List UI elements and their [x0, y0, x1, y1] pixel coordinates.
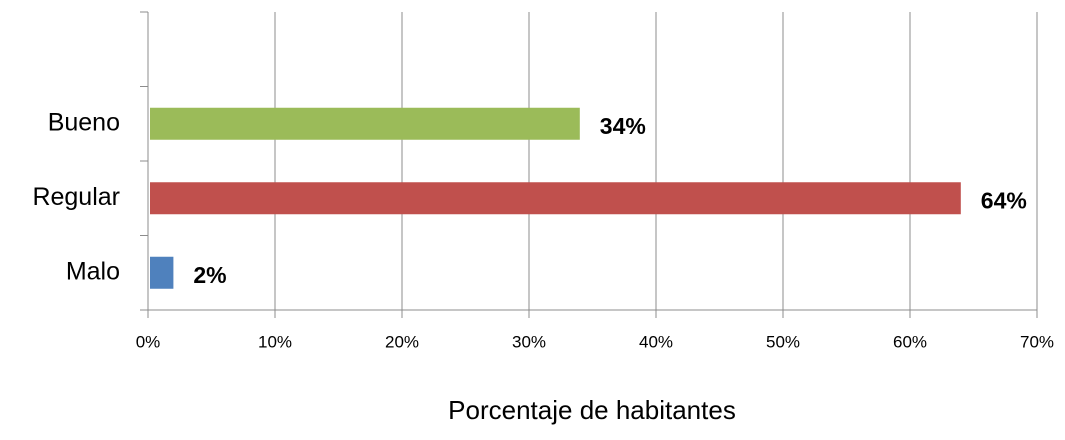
- x-tick-label: 70%: [1020, 332, 1054, 351]
- bar: [150, 107, 580, 140]
- data-label: 2%: [193, 262, 226, 288]
- x-tick-label: 60%: [893, 332, 927, 351]
- data-label: 34%: [600, 113, 646, 139]
- x-axis-title: Porcentaje de habitantes: [448, 395, 736, 425]
- x-tick-label: 10%: [258, 332, 292, 351]
- x-tick-label: 50%: [766, 332, 800, 351]
- x-tick-label: 40%: [639, 332, 673, 351]
- bar: [150, 182, 961, 215]
- x-tick-label: 30%: [512, 332, 546, 351]
- x-tick-label: 0%: [136, 332, 161, 351]
- y-tick-label: Regular: [32, 183, 120, 211]
- data-label: 64%: [981, 187, 1027, 213]
- bar: [150, 256, 174, 289]
- x-tick-label: 20%: [385, 332, 419, 351]
- y-tick-label: Malo: [66, 257, 120, 285]
- y-tick-label: Bueno: [48, 108, 120, 136]
